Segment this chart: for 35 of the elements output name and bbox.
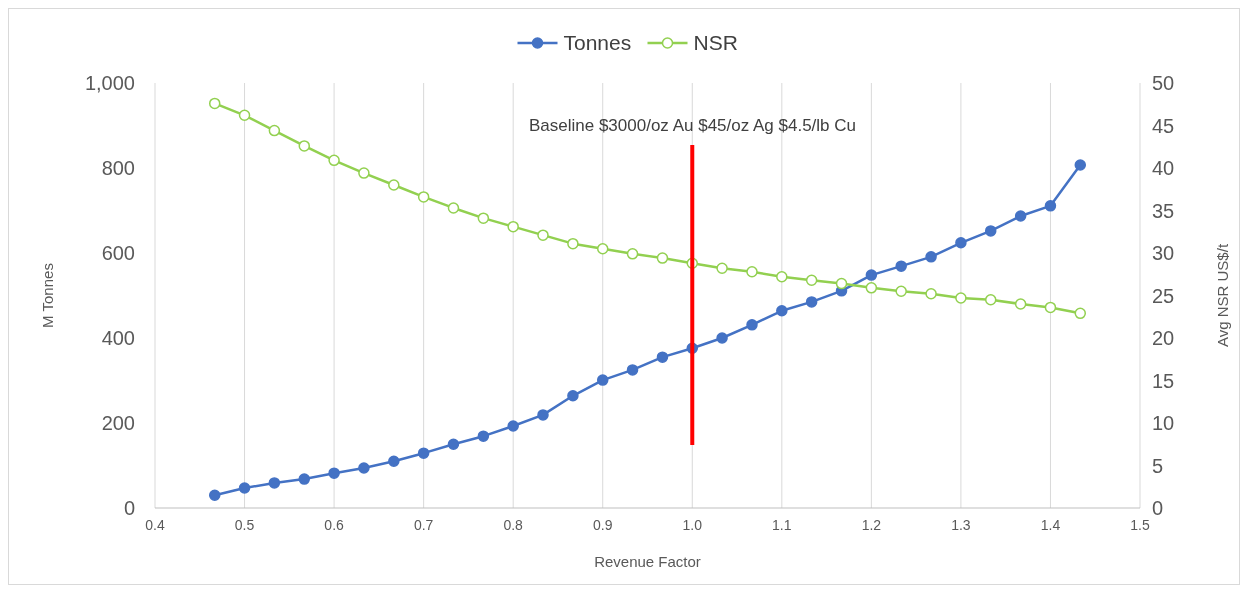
- x-tick-label: 0.5: [234, 517, 255, 533]
- y2-tick-label: 10: [1152, 412, 1175, 434]
- y2-tick-label: 5: [1152, 454, 1164, 477]
- x-tick-label: 1.4: [1040, 517, 1061, 533]
- x-tick-label: 1.2: [861, 517, 882, 533]
- y2-tick-label: 50: [1152, 72, 1175, 94]
- x-tick-label: 0.8: [503, 517, 524, 533]
- y-tick-label: 600: [101, 242, 135, 264]
- y-tick-label: 0: [123, 497, 135, 519]
- y-tick-label: 800: [101, 157, 135, 179]
- y2-tick-label: 40: [1152, 157, 1175, 179]
- x-tick-label: 1.3: [951, 517, 971, 533]
- x-tick-label: 0.9: [592, 517, 613, 533]
- legend-label: NSR: [693, 31, 738, 54]
- x-tick-label: 1.1: [772, 517, 792, 533]
- x-tick-label: 0.6: [324, 517, 345, 533]
- x-tick-label: 0.7: [413, 517, 434, 533]
- x-tick-label: 1.5: [1130, 517, 1150, 533]
- annotation: Baseline $3000/oz Au $45/oz Ag $4.5/lb Cu: [528, 116, 857, 135]
- y2-tick-label: 25: [1152, 284, 1175, 307]
- y-tick-label: 1,000: [84, 72, 135, 94]
- y2-tick-label: 45: [1152, 114, 1175, 137]
- y2-tick-label: 35: [1152, 199, 1175, 222]
- y2-tick-label: 15: [1152, 369, 1175, 392]
- y2-tick-label: 0: [1152, 497, 1164, 519]
- x-tick-label: 1.0: [682, 517, 703, 533]
- y-tick-label: 200: [101, 412, 135, 434]
- y2-tick-label: 30: [1152, 242, 1175, 264]
- y-tick-label: 400: [101, 327, 135, 349]
- y2-tick-label: 20: [1152, 327, 1175, 349]
- x-tick-label: 0.4: [145, 517, 165, 533]
- legend-label: Tonnes: [563, 31, 632, 54]
- x-axis-title: Revenue Factor: [594, 553, 701, 570]
- y-axis-title: M Tonnes: [39, 263, 56, 328]
- y2-axis-title: Avg NSR US$/t: [1214, 243, 1231, 348]
